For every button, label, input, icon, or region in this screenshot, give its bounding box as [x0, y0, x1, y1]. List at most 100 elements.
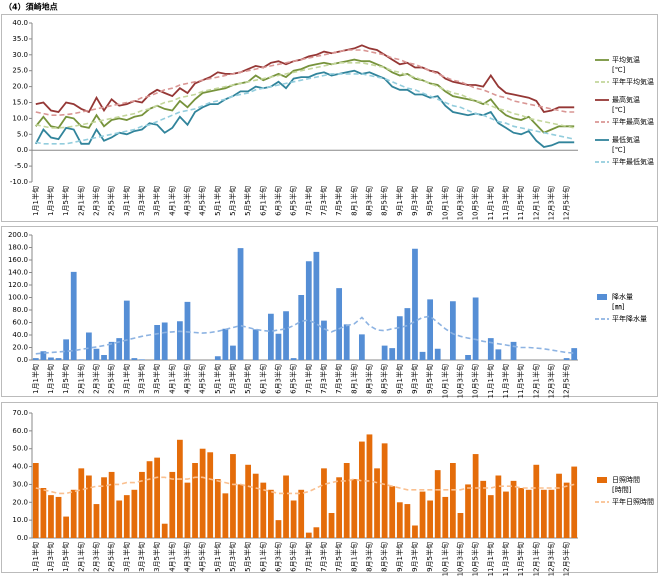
bar [495, 475, 502, 538]
x-tick-label: 1月3半旬 [46, 186, 55, 216]
x-tick-label: 9月3半旬 [410, 542, 419, 572]
x-tick-label: 6月5半旬 [289, 542, 298, 572]
legend-unit: [℃] [612, 146, 626, 154]
bar [313, 251, 320, 360]
bar [487, 338, 494, 360]
x-tick-label: 12月1半旬 [531, 364, 540, 398]
y-tick-label: 180.0 [8, 244, 28, 252]
legend-label: 平年平均気温 [612, 77, 654, 86]
bar [214, 356, 221, 360]
bar [85, 332, 92, 360]
x-tick-label: 2月3半旬 [91, 186, 100, 216]
x-tick-label: 12月5半旬 [562, 364, 571, 398]
x-tick-label: 1月1半旬 [31, 364, 40, 394]
bar [563, 358, 570, 360]
panel-frame [1, 226, 658, 397]
x-tick-label: 5月1半旬 [213, 364, 222, 394]
series-line [35, 69, 575, 148]
x-tick-label: 10月3半旬 [455, 364, 464, 398]
x-tick-label: 3月3半旬 [137, 542, 146, 572]
bar [434, 348, 441, 360]
x-tick-label: 6月1半旬 [258, 542, 267, 572]
bar [176, 321, 183, 360]
bar [358, 334, 365, 360]
bar [207, 452, 214, 538]
bar [267, 313, 274, 360]
bar [161, 523, 168, 538]
y-tick-label: 0.0 [17, 356, 28, 364]
x-tick-label: 8月5半旬 [380, 364, 389, 394]
x-tick-label: 8月5半旬 [380, 542, 389, 572]
bar [518, 488, 525, 538]
bar [396, 316, 403, 360]
y-tick-label: 60.0 [12, 427, 28, 435]
x-tick-label: 8月5半旬 [380, 186, 389, 216]
x-tick-label: 11月3半旬 [501, 364, 510, 398]
bar [321, 468, 327, 538]
panel-frame [1, 14, 658, 222]
bar [93, 348, 100, 360]
bar [230, 345, 236, 360]
y-tick-label: 200.0 [8, 231, 28, 239]
x-tick-label: 12月5半旬 [562, 542, 571, 576]
bar [32, 463, 39, 538]
x-tick-label: 11月5半旬 [516, 542, 525, 576]
bar [139, 359, 145, 360]
x-tick-label: 8月1半旬 [349, 186, 358, 216]
bar [465, 484, 471, 538]
x-tick-label: 8月1半旬 [349, 364, 358, 394]
y-tick-label: 30.0 [12, 51, 28, 59]
bar [404, 504, 411, 538]
x-tick-label: 7月3半旬 [319, 186, 328, 216]
x-tick-label: 10月1半旬 [440, 186, 449, 220]
legend-unit: [時間] [612, 486, 632, 494]
panel-frame [1, 402, 658, 573]
x-tick-label: 10月5半旬 [471, 542, 480, 576]
bar [412, 525, 418, 538]
x-tick-label: 4月5半旬 [198, 542, 207, 572]
x-tick-label: 11月1半旬 [486, 542, 495, 576]
x-tick-label: 6月5半旬 [289, 186, 298, 216]
bar [533, 464, 540, 538]
bar [139, 471, 145, 538]
y-tick-label: -5.0 [14, 162, 28, 170]
bar [336, 477, 343, 538]
y-tick-label: 60.0 [12, 319, 28, 327]
x-tick-label: 6月3半旬 [273, 542, 282, 572]
bar [548, 489, 555, 538]
bar [101, 355, 107, 360]
x-tick-label: 12月3半旬 [546, 542, 555, 576]
y-tick-label: 40.0 [12, 463, 28, 471]
x-tick-label: 4月1半旬 [167, 542, 176, 572]
bar [275, 333, 282, 360]
x-tick-label: 9月3半旬 [410, 364, 419, 394]
x-tick-label: 10月5半旬 [471, 364, 480, 398]
x-tick-label: 1月1半旬 [31, 542, 40, 572]
legend-label: 平年降水量 [612, 314, 647, 323]
legend-label: 平均気温 [612, 55, 640, 64]
bar [48, 495, 54, 538]
bar [199, 448, 206, 538]
bar [556, 473, 562, 538]
x-tick-label: 9月1半旬 [395, 364, 404, 394]
y-tick-label: -10.0 [10, 178, 28, 186]
x-tick-label: 10月3半旬 [455, 542, 464, 576]
x-tick-label: 6月3半旬 [273, 364, 282, 394]
y-tick-label: 15.0 [12, 99, 28, 107]
bar [358, 441, 365, 538]
x-tick-label: 2月1半旬 [76, 364, 85, 394]
bar [169, 471, 176, 538]
x-tick-label: 6月5半旬 [289, 364, 298, 394]
x-tick-label: 1月3半旬 [46, 364, 55, 394]
x-tick-label: 9月5半旬 [425, 186, 434, 216]
bar [389, 348, 396, 360]
bar [93, 504, 100, 538]
x-tick-label: 11月1半旬 [486, 364, 495, 398]
bar [222, 328, 229, 360]
bar [472, 454, 479, 538]
x-tick-label: 7月5半旬 [334, 186, 343, 216]
bar [131, 489, 138, 538]
bar [78, 359, 85, 360]
bar [260, 482, 267, 538]
bar [412, 248, 418, 360]
